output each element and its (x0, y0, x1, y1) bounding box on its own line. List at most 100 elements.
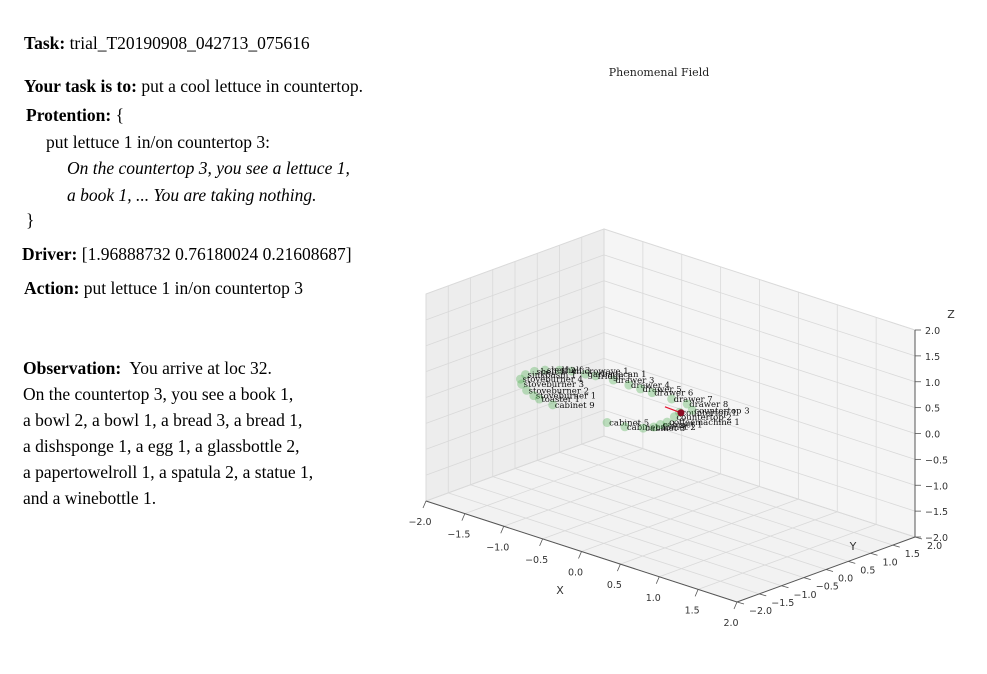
y-tick-label: −2.0 (749, 606, 772, 617)
z-tick-label: −2.0 (925, 533, 948, 544)
x-tick (539, 538, 543, 547)
object-label: drawer 7 (674, 395, 713, 405)
grid-line (697, 523, 877, 590)
grid-line (559, 451, 871, 554)
protention-label: Protention: (26, 105, 112, 125)
y-tick (781, 585, 789, 589)
y-tick-label: 0.0 (838, 574, 853, 585)
z-tick-label: −1.5 (925, 507, 948, 518)
object-label: sinkbasin 1 (528, 371, 577, 381)
object-point (667, 394, 677, 404)
object-label: stoveburner 4 (523, 375, 583, 385)
y-tick (759, 593, 767, 597)
x-tick (655, 576, 660, 584)
z-tick-label: −1.0 (925, 481, 948, 492)
y-axis-label: Y (849, 540, 857, 553)
observation-text-4: a papertowelroll 1, a spatula 2, a statu… (23, 462, 314, 482)
protention-predicted-2: a book 1, ... You are taking nothing. (67, 185, 317, 205)
y-tick (892, 544, 900, 548)
object-label: stoveburner 1 (536, 392, 596, 402)
grid-line (603, 228, 916, 331)
object-label: countertop 2 (676, 413, 731, 423)
observation-text-2: a bowl 2, a bowl 1, a bread 3, a bread 1… (23, 410, 303, 430)
x-tick-label: −2.0 (408, 517, 431, 528)
object-point (591, 371, 601, 381)
grid-line (425, 228, 605, 295)
driver-label: Driver: (22, 244, 78, 264)
object-label: cabinet 2 (656, 423, 696, 433)
object-label: cabinet 1 (662, 421, 702, 431)
goal-label: Your task is to: (24, 76, 137, 96)
object-point (529, 366, 539, 376)
grid-line (603, 435, 916, 538)
z-tick-label: 1.5 (925, 352, 940, 363)
object-point (554, 365, 564, 375)
object-point (620, 422, 630, 432)
x-tick-label: 1.5 (685, 605, 700, 616)
z-tick-label: 0.0 (925, 430, 940, 441)
object-label: drawer 4 (631, 381, 670, 391)
grid-line (603, 332, 916, 434)
x-tick (578, 551, 582, 559)
object-label: cabinet 4 (627, 423, 667, 433)
object-label: microwave 1 (574, 367, 629, 377)
x-tick (461, 513, 466, 521)
task-line: Task: trial_T20190908_042713_075616 (24, 32, 310, 54)
object-label: countertop 3 (694, 406, 749, 416)
observation-label: Observation: (23, 358, 122, 378)
y-tick-label: −1.0 (794, 590, 817, 601)
action-label: Action: (24, 278, 80, 298)
y-tick (803, 577, 811, 581)
object-point (647, 388, 657, 398)
grid-line (581, 443, 893, 546)
grid-line (425, 306, 605, 373)
x-tick (500, 526, 505, 534)
driver-line: Driver: [1.96888732 0.76180024 0.2160868… (22, 243, 352, 265)
object-label: coffeemachine 1 (669, 418, 740, 428)
grid-line (603, 306, 916, 409)
object-label: shelf 1 (536, 367, 565, 377)
object-point (567, 366, 577, 376)
y-tick (870, 552, 878, 556)
object-label: drawer 3 (615, 376, 654, 386)
object-point (581, 369, 591, 379)
object-point (624, 380, 634, 390)
object-point (669, 412, 679, 422)
current-position-point (677, 409, 685, 417)
object-point (529, 391, 539, 401)
z-axis-label: Z (947, 308, 955, 321)
object-label: countertop 1 (681, 408, 736, 418)
grid-line (425, 280, 605, 347)
grid-line (425, 254, 605, 321)
object-point (638, 423, 648, 433)
object-label: drawer 5 (643, 385, 682, 395)
object-point (540, 365, 550, 375)
x-tick-label: −1.0 (486, 542, 509, 553)
object-point (655, 420, 665, 430)
x-tick (422, 500, 427, 509)
object-point (687, 405, 697, 415)
x-tick (694, 589, 699, 597)
grid-line (537, 459, 849, 562)
y-tick-label: 1.5 (905, 549, 920, 560)
protention-line: Protention: { (26, 104, 124, 126)
y-tick-label: −1.5 (771, 598, 794, 609)
z-tick-label: −0.5 (925, 455, 948, 466)
x-tick (617, 563, 621, 572)
object-label: stoveburner 3 (524, 380, 584, 390)
object-point (548, 400, 558, 410)
y-tick (825, 569, 834, 572)
y-tick-label: 0.5 (860, 565, 875, 576)
z-tick-label: 1.0 (925, 378, 940, 389)
y-tick (914, 536, 923, 540)
object-label: stoveburner 2 (529, 386, 589, 396)
y-tick (736, 601, 745, 605)
driver-value: [1.96888732 0.76180024 0.21608687] (81, 244, 352, 264)
object-point (649, 422, 659, 432)
observation-text-1: On the countertop 3, you see a book 1, (23, 384, 294, 404)
object-point (521, 370, 531, 380)
object-point (534, 394, 544, 404)
task-label: Task: (24, 33, 66, 53)
object-label: fridge 1 (598, 372, 632, 382)
